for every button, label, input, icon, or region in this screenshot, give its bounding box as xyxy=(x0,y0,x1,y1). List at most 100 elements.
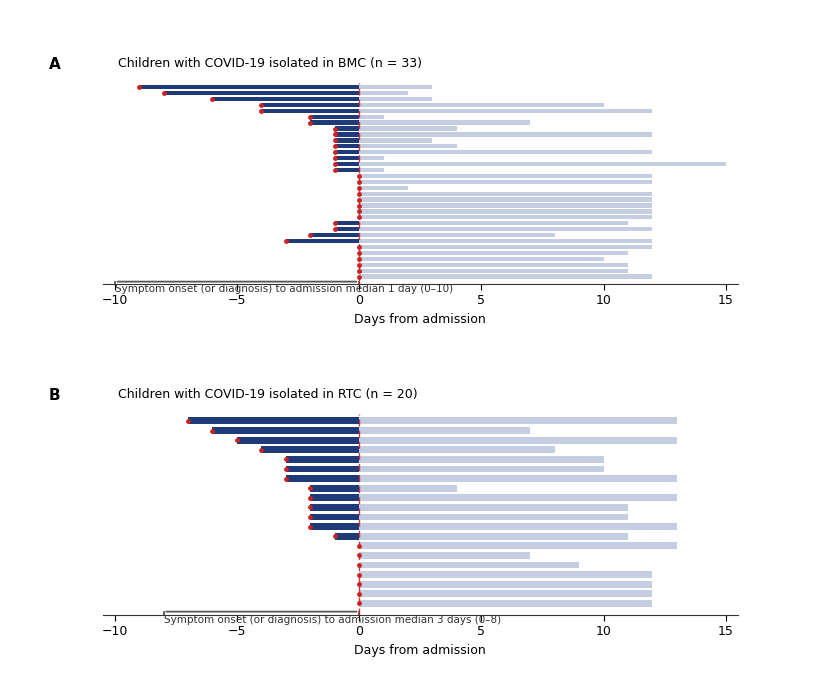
Bar xyxy=(286,456,603,463)
X-axis label: Days from admission: Days from admission xyxy=(354,644,486,657)
Bar xyxy=(261,108,652,113)
Bar xyxy=(359,251,627,255)
Bar xyxy=(237,437,359,444)
Bar xyxy=(359,590,652,597)
Bar xyxy=(286,456,359,463)
Bar xyxy=(359,542,676,549)
X-axis label: Days from admission: Days from admission xyxy=(354,312,486,325)
Bar xyxy=(212,427,530,434)
Bar xyxy=(212,97,359,101)
Bar xyxy=(359,209,652,214)
Bar xyxy=(139,85,334,89)
Bar xyxy=(286,466,603,473)
Bar xyxy=(188,417,676,424)
Bar xyxy=(334,168,359,172)
Bar xyxy=(359,180,652,184)
Bar xyxy=(334,533,627,540)
Bar xyxy=(261,108,359,113)
Bar xyxy=(310,115,359,119)
Bar xyxy=(164,91,334,95)
Bar xyxy=(286,456,603,463)
Bar xyxy=(212,97,310,101)
Bar xyxy=(261,446,554,453)
Bar xyxy=(334,156,383,160)
Bar xyxy=(164,91,359,95)
Bar xyxy=(334,144,456,149)
Bar xyxy=(188,417,359,424)
Bar xyxy=(286,456,603,463)
Bar xyxy=(310,494,359,501)
Bar xyxy=(334,221,627,225)
Text: Children with COVID-19 isolated in RTC (n = 20): Children with COVID-19 isolated in RTC (… xyxy=(118,388,418,401)
Bar xyxy=(212,427,530,434)
Bar xyxy=(139,85,432,89)
Bar xyxy=(310,523,359,530)
Bar xyxy=(359,571,652,578)
Bar xyxy=(310,233,554,237)
Bar xyxy=(286,456,334,463)
Bar xyxy=(359,215,652,220)
Bar xyxy=(261,446,554,453)
Bar xyxy=(310,115,383,119)
Bar xyxy=(212,97,432,101)
Bar xyxy=(310,504,627,511)
Bar xyxy=(164,91,408,95)
Bar xyxy=(310,120,530,125)
Text: Children with COVID-19 isolated in BMC (n = 33): Children with COVID-19 isolated in BMC (… xyxy=(118,57,422,70)
Bar xyxy=(359,263,627,267)
Bar xyxy=(359,269,627,273)
Bar xyxy=(139,85,432,89)
Bar xyxy=(334,126,359,131)
Bar xyxy=(286,239,359,243)
Bar xyxy=(212,427,334,434)
Bar xyxy=(359,600,652,607)
Bar xyxy=(310,233,359,237)
Text: A: A xyxy=(48,57,60,72)
Bar xyxy=(310,484,456,491)
Bar xyxy=(359,191,652,196)
Bar xyxy=(212,427,359,434)
Bar xyxy=(286,239,652,243)
Bar xyxy=(334,162,725,167)
Bar xyxy=(334,150,359,154)
Bar xyxy=(359,256,603,261)
Bar xyxy=(334,156,359,160)
Bar xyxy=(261,446,310,453)
Bar xyxy=(261,446,310,453)
Bar xyxy=(334,533,359,540)
Bar xyxy=(359,552,530,559)
Bar xyxy=(212,97,432,101)
Bar xyxy=(359,186,408,190)
Bar xyxy=(164,91,408,95)
Bar xyxy=(212,97,310,101)
Bar xyxy=(334,132,652,137)
Bar xyxy=(359,203,652,208)
Bar xyxy=(334,144,359,149)
Bar xyxy=(334,221,359,225)
Bar xyxy=(359,581,652,588)
Bar xyxy=(359,198,652,202)
Bar xyxy=(334,162,359,167)
Bar xyxy=(261,446,359,453)
Bar xyxy=(359,562,578,569)
Text: Symptom onset (or diagnosis) to admission median 1 day (0–10): Symptom onset (or diagnosis) to admissio… xyxy=(115,284,452,294)
Bar xyxy=(212,97,432,101)
Bar xyxy=(261,103,603,107)
Bar xyxy=(139,85,334,89)
Bar xyxy=(359,173,652,178)
Bar xyxy=(359,274,652,278)
Bar xyxy=(334,132,359,137)
Bar xyxy=(310,504,359,511)
Bar xyxy=(334,126,456,131)
Bar xyxy=(237,437,676,444)
Bar xyxy=(334,138,432,142)
Bar xyxy=(334,138,359,142)
Bar xyxy=(310,523,676,530)
Bar xyxy=(334,227,652,231)
Bar xyxy=(164,91,334,95)
Bar xyxy=(334,227,359,231)
Bar xyxy=(286,466,359,473)
Bar xyxy=(286,475,359,482)
Bar xyxy=(164,91,408,95)
Text: Symptom onset (or diagnosis) to admission median 3 days (0–8): Symptom onset (or diagnosis) to admissio… xyxy=(164,615,500,625)
